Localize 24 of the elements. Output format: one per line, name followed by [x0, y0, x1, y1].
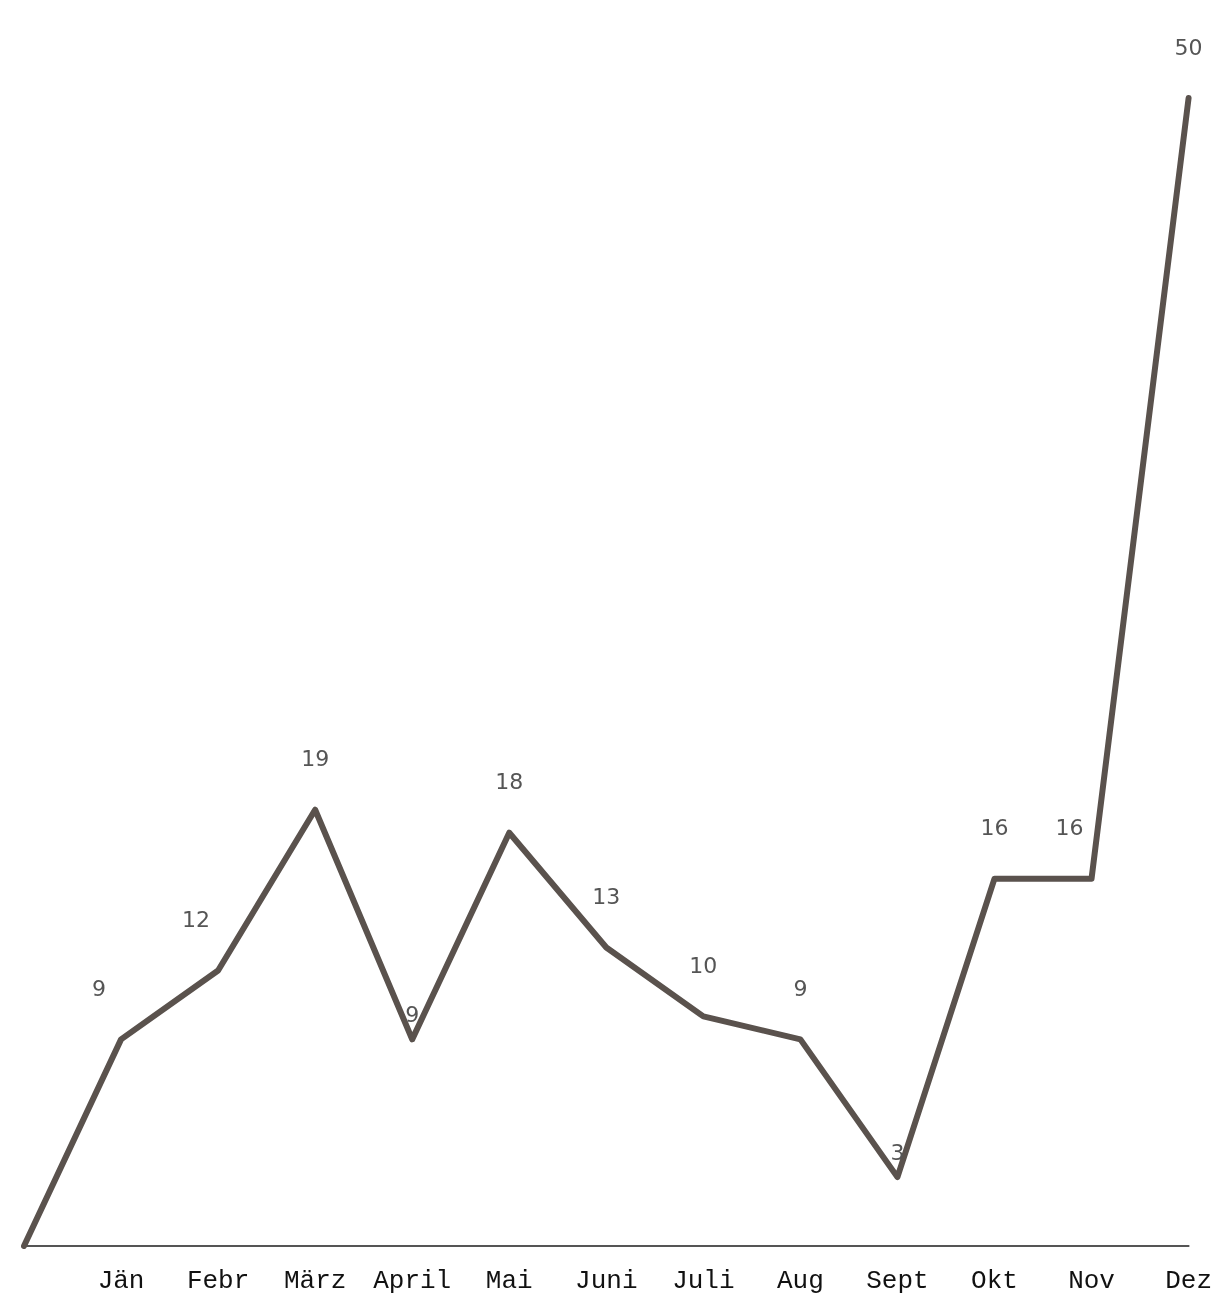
- x-tick-label: Aug: [776, 1266, 824, 1296]
- x-tick-label: Febr: [186, 1266, 250, 1296]
- data-label: 9: [92, 975, 107, 1001]
- data-label: 50: [1174, 34, 1203, 60]
- data-label: 3: [890, 1139, 905, 1165]
- data-label: 13: [592, 884, 621, 910]
- data-label: 16: [1055, 815, 1084, 841]
- x-tick-label: Nov: [1068, 1266, 1115, 1296]
- data-label: 12: [182, 906, 211, 932]
- data-label: 16: [980, 815, 1009, 841]
- x-tick-label: Mai: [485, 1266, 533, 1296]
- data-label: 18: [495, 769, 524, 795]
- x-tick-label: Jän: [97, 1266, 145, 1296]
- x-tick-label: Dez: [1165, 1266, 1212, 1296]
- data-label: 10: [689, 952, 718, 978]
- x-tick-label: April: [373, 1266, 452, 1296]
- x-tick-label: Juli: [672, 1266, 735, 1296]
- data-label: 19: [301, 746, 330, 772]
- x-tick-label: März: [283, 1266, 347, 1296]
- data-label: 9: [405, 1001, 420, 1027]
- x-tick-label: Sept: [866, 1266, 929, 1296]
- x-tick-label: Juni: [575, 1266, 638, 1296]
- x-tick-label: Okt: [971, 1266, 1018, 1296]
- data-label: 9: [793, 975, 808, 1001]
